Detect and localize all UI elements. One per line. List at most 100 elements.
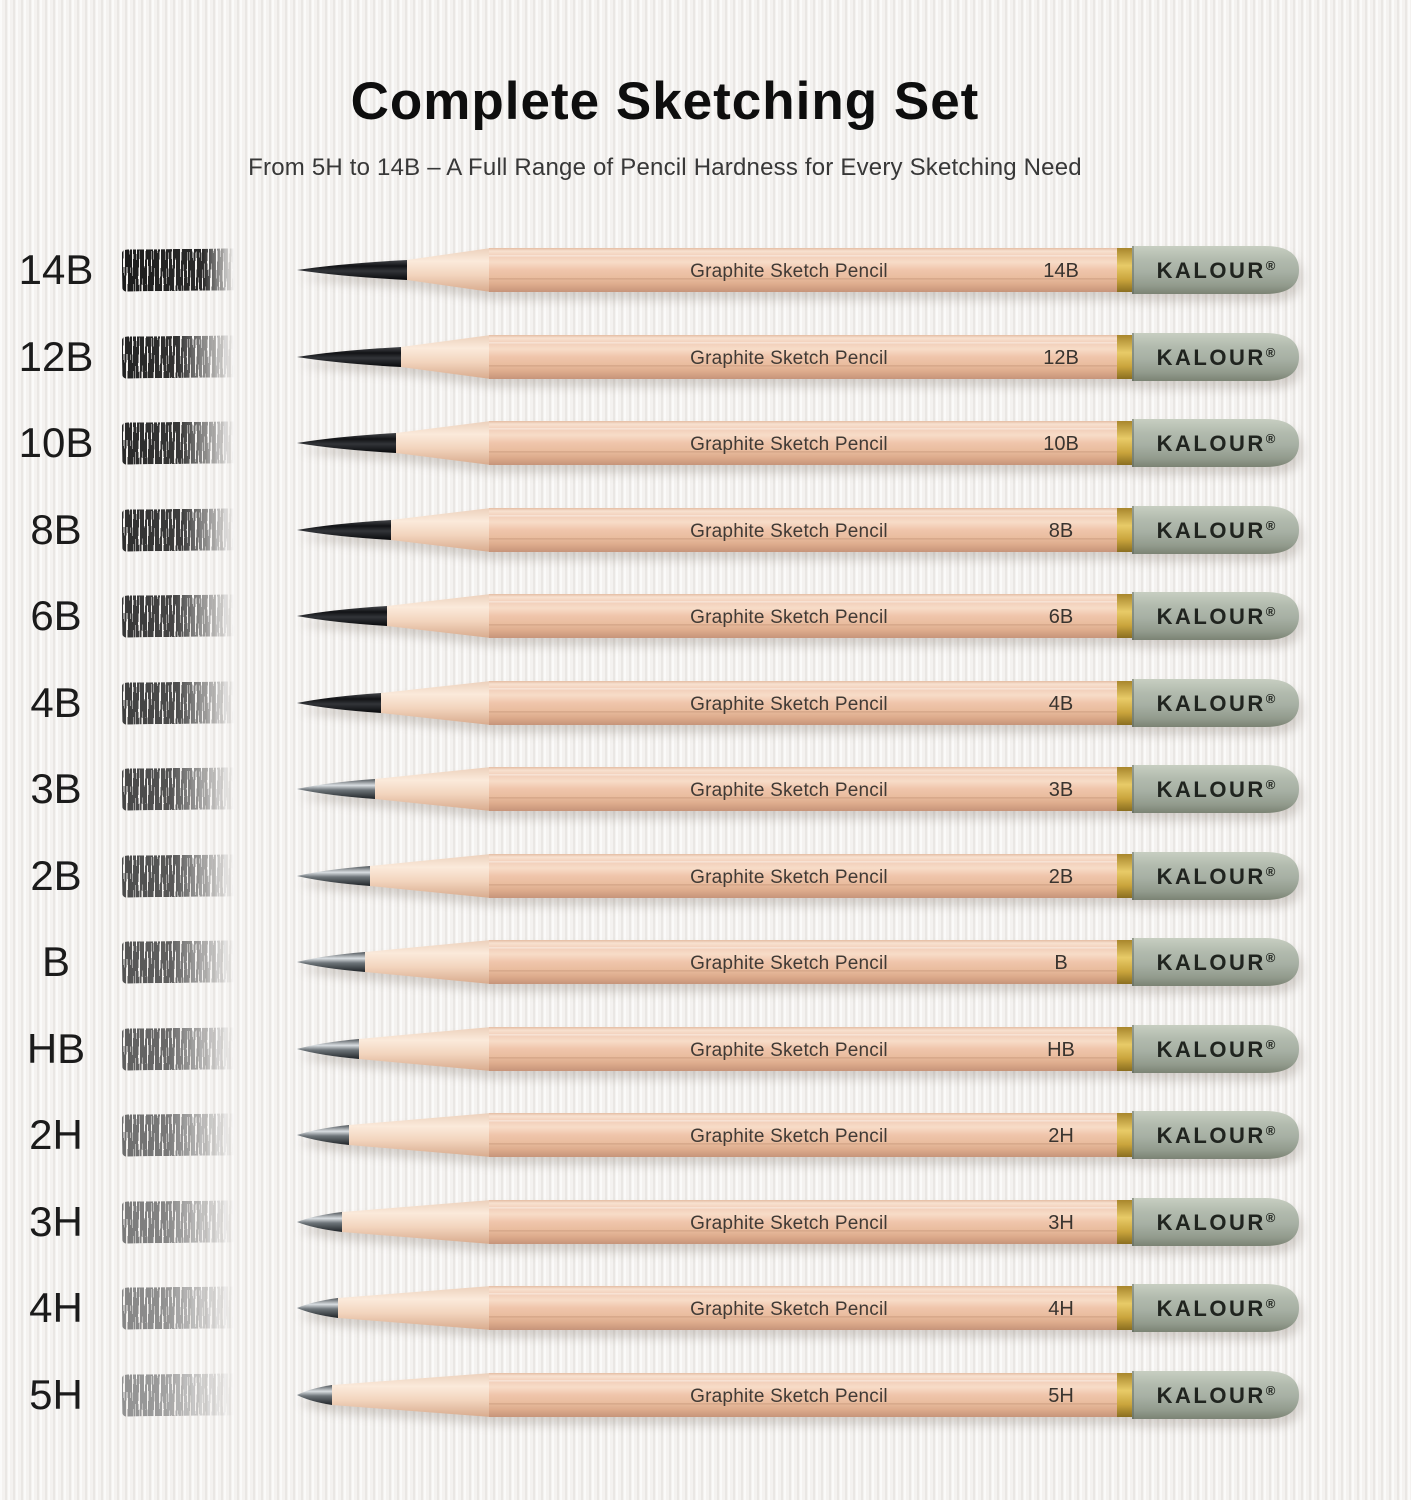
graphite-tip [297, 433, 396, 453]
gold-band [1117, 507, 1132, 552]
pencil-print-text: Graphite Sketch Pencil [690, 1213, 888, 1234]
brand-name: KALOUR [1157, 777, 1266, 802]
brand-logo: KALOUR® [1157, 777, 1276, 802]
brand-logo: KALOUR® [1157, 345, 1276, 370]
pencil-body [489, 507, 1118, 552]
registered-trademark-symbol: ® [1266, 1383, 1276, 1398]
cap-edge-line [1132, 1197, 1134, 1246]
pencil-body [489, 1026, 1118, 1071]
graphite-tip [297, 260, 407, 280]
pencil-grade-text: 10B [1043, 433, 1079, 455]
pencil-print-text: Graphite Sketch Pencil [690, 953, 888, 974]
graphite-swatch [121, 334, 239, 379]
pencil-row: 2B Graphite Sketch Pencil 2B KALOUR® [0, 850, 1411, 902]
pencil-row: B Graphite Sketch Pencil B KALOUR® [0, 936, 1411, 988]
end-cap [1132, 851, 1299, 900]
body-facet-shadow [489, 1402, 1118, 1405]
cap-edge-line [1132, 505, 1134, 554]
brand-name: KALOUR [1157, 604, 1266, 629]
registered-trademark-symbol: ® [1266, 1210, 1276, 1225]
pencil-grade-text: 5H [1048, 1385, 1074, 1407]
sharpened-wood-cone [381, 680, 491, 725]
brand-logo: KALOUR® [1157, 691, 1276, 716]
cap-edge-line [1132, 246, 1134, 294]
registered-trademark-symbol: ® [1266, 691, 1276, 706]
brand-name: KALOUR [1157, 1296, 1266, 1321]
body-facet-highlight [489, 687, 1118, 690]
pencil-print-text: Graphite Sketch Pencil [690, 521, 888, 542]
grade-label: 6B [30, 592, 82, 639]
graphite-tip [297, 346, 401, 367]
brand-logo: KALOUR® [1157, 864, 1276, 889]
sharpened-wood-cone [396, 421, 491, 465]
brand-logo: KALOUR® [1157, 604, 1276, 629]
graphite-tip [297, 1125, 349, 1145]
pencil-image: Graphite Sketch Pencil 5H KALOUR® [297, 1370, 1299, 1419]
gold-band [1117, 1372, 1132, 1417]
body-facet-shadow [489, 883, 1118, 886]
sharpened-wood-cone [375, 767, 491, 811]
sharpened-wood-cone [401, 334, 491, 379]
pencil-grade-text: 6B [1049, 606, 1073, 628]
gold-band [1117, 940, 1132, 984]
pencil-row: 6B Graphite Sketch Pencil 6B KALOUR® [0, 590, 1411, 642]
registered-trademark-symbol: ® [1266, 345, 1276, 360]
pencil-body [489, 334, 1118, 379]
registered-trademark-symbol: ® [1266, 777, 1276, 792]
brand-name: KALOUR [1157, 1037, 1266, 1062]
body-facet-shadow [489, 1143, 1118, 1145]
graphite-swatch [121, 594, 239, 638]
graphite-swatch [121, 1113, 239, 1157]
end-cap [1132, 1024, 1299, 1073]
brand-name: KALOUR [1157, 1383, 1266, 1408]
grade-label: HB [26, 1024, 86, 1072]
pencil-grade-text: 14B [1043, 260, 1079, 282]
sharpened-wood-cone [349, 1113, 491, 1157]
end-cap [1132, 246, 1299, 294]
graphite-tip [297, 865, 370, 886]
pencil-grade-text: 3B [1049, 779, 1073, 801]
body-facet-highlight [489, 428, 1118, 430]
pencil-body [489, 853, 1118, 898]
pencil-image: Graphite Sketch Pencil 10B KALOUR® [297, 419, 1299, 467]
body-facet-highlight [489, 601, 1118, 603]
registered-trademark-symbol: ® [1266, 864, 1276, 879]
pencil-body [489, 248, 1118, 292]
brand-name: KALOUR [1157, 1210, 1266, 1235]
graphite-swatch [121, 767, 239, 811]
grade-label: 4B [30, 678, 82, 726]
sharpened-wood-cone [332, 1372, 491, 1417]
body-facet-highlight [489, 1206, 1118, 1209]
graphite-swatch [121, 853, 239, 898]
end-cap [1132, 1284, 1299, 1332]
end-cap [1132, 938, 1299, 986]
sharpened-wood-cone [342, 1199, 491, 1244]
body-facet-shadow [489, 1316, 1118, 1318]
pencil-image: Graphite Sketch Pencil 4B KALOUR® [297, 678, 1299, 727]
pencil-grade-text: 4B [1049, 693, 1073, 715]
brand-logo: KALOUR® [1157, 1123, 1276, 1148]
page-title: Complete Sketching Set [350, 72, 980, 131]
cap-edge-line [1132, 765, 1134, 813]
brand-logo: KALOUR® [1157, 950, 1276, 975]
brand-name: KALOUR [1157, 950, 1266, 975]
grade-label: 3H [29, 1197, 83, 1245]
pencil-row: 10B Graphite Sketch Pencil 10B KALOUR® [0, 417, 1411, 469]
body-facet-shadow [489, 710, 1118, 713]
pencil-row: 5H Graphite Sketch Pencil 5H KALOUR® [0, 1369, 1411, 1421]
page-subtitle: From 5H to 14B – A Full Range of Pencil … [248, 153, 1082, 181]
brand-logo: KALOUR® [1157, 1210, 1276, 1235]
body-facet-shadow [489, 451, 1118, 453]
pencil-body [489, 1113, 1118, 1157]
brand-name: KALOUR [1157, 518, 1266, 543]
graphite-swatch [121, 421, 239, 465]
pencil-grade-text: 8B [1049, 520, 1073, 542]
end-cap [1132, 332, 1299, 381]
cap-edge-line [1132, 419, 1134, 467]
gold-band [1117, 1286, 1132, 1330]
pencil-print-text: Graphite Sketch Pencil [690, 607, 888, 628]
body-facet-highlight [489, 1379, 1118, 1382]
pencil-row: 4B Graphite Sketch Pencil 4B KALOUR® [0, 677, 1411, 729]
body-facet-highlight [489, 1293, 1118, 1295]
